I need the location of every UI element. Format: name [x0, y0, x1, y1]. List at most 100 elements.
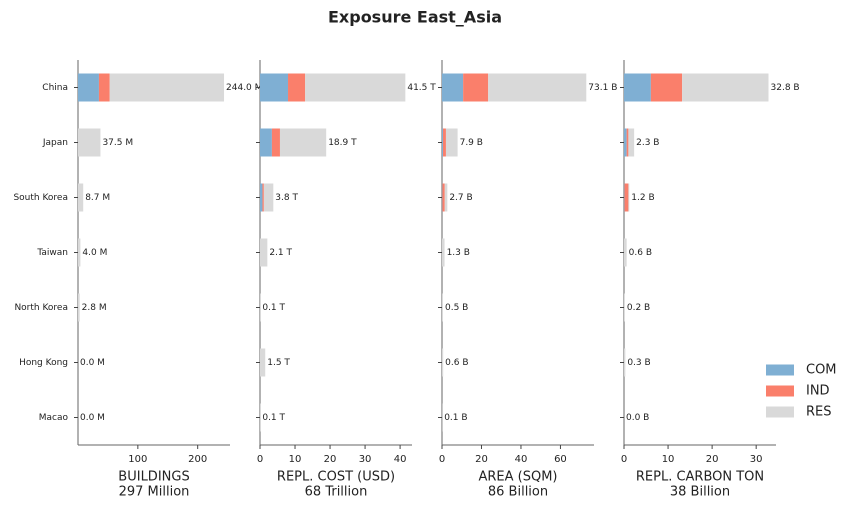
bar-segment: [442, 128, 443, 157]
x-tick-label: 0: [621, 454, 627, 465]
bar-segment: [650, 73, 683, 102]
x-tick-label: 20: [324, 454, 337, 465]
y-tick-label: China: [42, 83, 68, 93]
bar-segment: [279, 128, 327, 157]
total-label: 2.3 B: [636, 138, 659, 148]
total-label: 1.3 B: [447, 248, 470, 258]
total-label: 0.0 M: [80, 358, 105, 368]
bar-segment: [78, 128, 101, 157]
x-axis-label: 297 Million: [119, 485, 190, 500]
bar-segment: [463, 73, 489, 102]
total-label: 32.8 B: [771, 83, 800, 93]
bar-segment: [682, 73, 769, 102]
total-label: 1.2 B: [631, 193, 654, 203]
bar-segment: [78, 293, 80, 322]
bar-segment: [628, 128, 635, 157]
bar-segment: [442, 183, 445, 212]
bar-segment: [488, 73, 587, 102]
bar-segment: [444, 183, 448, 212]
x-axis-label: AREA (SQM): [478, 470, 557, 485]
total-label: 244.0 M: [226, 83, 262, 93]
y-tick-label: Macao: [39, 413, 69, 423]
y-tick-label: South Korea: [13, 193, 68, 203]
bar-segment: [78, 183, 84, 212]
bar-segment: [624, 128, 627, 157]
legend-swatch: [766, 364, 794, 376]
total-label: 0.6 B: [629, 248, 652, 258]
x-tick-label: 40: [515, 454, 528, 465]
bar-segment: [260, 348, 266, 377]
bar-segment: [263, 183, 274, 212]
bar-segment: [271, 128, 280, 157]
total-label: 0.2 B: [627, 303, 650, 313]
total-label: 0.0 M: [80, 413, 105, 423]
bar-segment: [262, 183, 264, 212]
total-label: 0.1 T: [262, 303, 285, 313]
total-label: 0.1 B: [444, 413, 467, 423]
x-tick-label: 60: [554, 454, 567, 465]
x-axis-label: 38 Billion: [670, 485, 730, 500]
x-axis-label: BUILDINGS: [118, 470, 189, 485]
total-label: 7.9 B: [460, 138, 483, 148]
bar-segment: [98, 73, 110, 102]
total-label: 1.5 T: [267, 358, 290, 368]
x-tick-label: 40: [394, 454, 407, 465]
bar-segment: [442, 348, 444, 377]
total-label: 3.8 T: [275, 193, 298, 203]
x-tick-label: 30: [750, 454, 763, 465]
bar-segment: [624, 73, 651, 102]
total-label: 0.0 B: [626, 413, 649, 423]
x-tick-label: 200: [188, 454, 207, 465]
total-label: 4.0 M: [82, 248, 107, 258]
legend-label: IND: [806, 384, 830, 399]
total-label: 0.6 B: [445, 358, 468, 368]
bar-segment: [442, 128, 446, 157]
legend-label: COM: [806, 363, 837, 378]
x-axis-label: REPL. COST (USD): [277, 470, 395, 485]
x-axis-label: 68 Trillion: [305, 485, 368, 500]
bar-segment: [78, 238, 81, 267]
y-tick-label: North Korea: [14, 303, 68, 313]
x-axis-label: REPL. CARBON TON: [636, 470, 764, 485]
y-tick-label: Japan: [42, 138, 68, 148]
x-tick-label: 20: [475, 454, 488, 465]
total-label: 2.7 B: [449, 193, 472, 203]
bar-segment: [624, 348, 626, 377]
legend-swatch: [766, 406, 794, 418]
x-tick-label: 0: [257, 454, 263, 465]
bar-segment: [628, 183, 630, 212]
figure-title: Exposure East_Asia: [328, 8, 502, 27]
bar-segment: [442, 238, 445, 267]
total-label: 0.1 T: [262, 413, 285, 423]
x-tick-label: 10: [289, 454, 302, 465]
bar-segment: [624, 238, 627, 267]
total-label: 18.9 T: [328, 138, 357, 148]
total-label: 41.5 T: [407, 83, 436, 93]
legend-swatch: [766, 385, 794, 397]
legend-label: RES: [806, 405, 832, 420]
total-label: 37.5 M: [102, 138, 133, 148]
bar-segment: [442, 73, 464, 102]
total-label: 8.7 M: [85, 193, 110, 203]
y-tick-label: Taiwan: [36, 248, 68, 258]
x-tick-label: 20: [706, 454, 719, 465]
y-tick-label: Hong Kong: [19, 358, 68, 368]
x-tick-label: 10: [662, 454, 675, 465]
x-tick-label: 0: [439, 454, 445, 465]
total-label: 0.3 B: [627, 358, 650, 368]
total-label: 0.5 B: [445, 303, 468, 313]
bar-segment: [78, 73, 99, 102]
bar-segment: [260, 128, 272, 157]
bar-segment: [442, 293, 443, 322]
bar-segment: [260, 183, 263, 212]
total-label: 73.1 B: [588, 83, 617, 93]
bar-segment: [445, 128, 458, 157]
x-tick-label: 30: [359, 454, 372, 465]
total-label: 2.1 T: [269, 248, 292, 258]
bar-segment: [288, 73, 306, 102]
bar-segment: [260, 238, 268, 267]
bar-segment: [624, 293, 625, 322]
x-axis-label: 86 Billion: [488, 485, 548, 500]
